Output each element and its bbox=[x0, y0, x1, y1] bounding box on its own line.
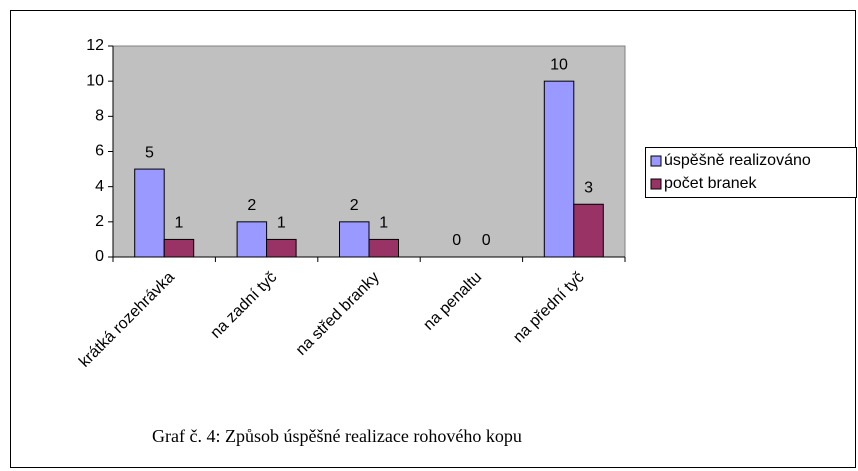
y-tick-label: 0 bbox=[95, 248, 104, 265]
legend-label: úspěšně realizováno bbox=[664, 152, 811, 169]
bar bbox=[134, 168, 165, 258]
bar bbox=[266, 238, 297, 258]
y-tick-label: 4 bbox=[95, 178, 104, 195]
data-label: 5 bbox=[145, 144, 154, 161]
bar bbox=[543, 80, 575, 258]
bar bbox=[368, 238, 399, 258]
data-label: 0 bbox=[482, 232, 491, 249]
y-tick-label: 8 bbox=[95, 108, 104, 125]
bar bbox=[163, 238, 195, 258]
y-tick-label: 10 bbox=[86, 72, 104, 89]
y-tick-label: 6 bbox=[95, 143, 104, 160]
bar bbox=[573, 203, 604, 258]
y-tick-label: 12 bbox=[86, 37, 104, 54]
bar bbox=[236, 221, 268, 258]
legend-box bbox=[645, 147, 857, 198]
legend-label: počet branek bbox=[664, 175, 758, 192]
bar bbox=[339, 221, 370, 258]
legend-swatch bbox=[650, 178, 662, 190]
y-tick-label: 2 bbox=[95, 213, 104, 230]
data-label: 1 bbox=[277, 215, 286, 232]
data-label: 10 bbox=[550, 56, 568, 73]
data-label: 1 bbox=[379, 215, 388, 232]
data-label: 1 bbox=[174, 215, 183, 232]
data-label: 2 bbox=[247, 197, 256, 214]
legend-swatch bbox=[650, 155, 662, 167]
data-label: 3 bbox=[584, 179, 593, 196]
chart-caption: Graf č. 4: Způsob úspěšné realizace roho… bbox=[152, 426, 522, 446]
data-label: 2 bbox=[350, 197, 359, 214]
data-label: 0 bbox=[452, 232, 461, 249]
